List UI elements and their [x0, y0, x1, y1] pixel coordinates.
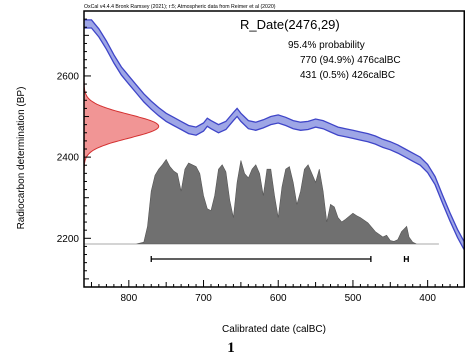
x-tick-label: 700	[195, 293, 212, 304]
calibration-curve-lower	[84, 27, 465, 252]
range-bar-1	[150, 256, 372, 262]
y-tick-label: 2600	[57, 71, 80, 82]
range-label-1: 770 (94.9%) 476calBC	[300, 55, 401, 66]
x-tick-label: 600	[270, 293, 287, 304]
plot-content	[84, 19, 465, 262]
x-axis-label: Calibrated date (calBC)	[222, 324, 326, 335]
header-text: OxCal v4.4.4 Bronk Ramsey (2021); r:5; A…	[84, 4, 276, 10]
range-label-2: 431 (0.5%) 426calBC	[300, 70, 395, 81]
posterior-distribution	[84, 158, 439, 245]
figure-label: 1	[227, 340, 235, 354]
range-bar-2	[403, 256, 409, 262]
plot-frame	[83, 10, 465, 288]
plot-area	[84, 19, 465, 262]
calibration-curve-upper	[84, 19, 465, 244]
x-tick-label: 800	[120, 293, 137, 304]
probability-heading: 95.4% probability	[288, 40, 365, 51]
y-axis-label: Radiocarbon determination (BP)	[16, 87, 27, 230]
y-tick-label: 2200	[57, 234, 80, 245]
chart-title: R_Date(2476,29)	[240, 17, 340, 32]
axis-ticks: 800 700 600 500 400 2200 2400 2600	[57, 18, 459, 304]
x-tick-label: 400	[419, 293, 436, 304]
y-tick-label: 2400	[57, 153, 80, 164]
x-tick-label: 500	[345, 293, 362, 304]
radiocarbon-distribution	[84, 76, 160, 176]
